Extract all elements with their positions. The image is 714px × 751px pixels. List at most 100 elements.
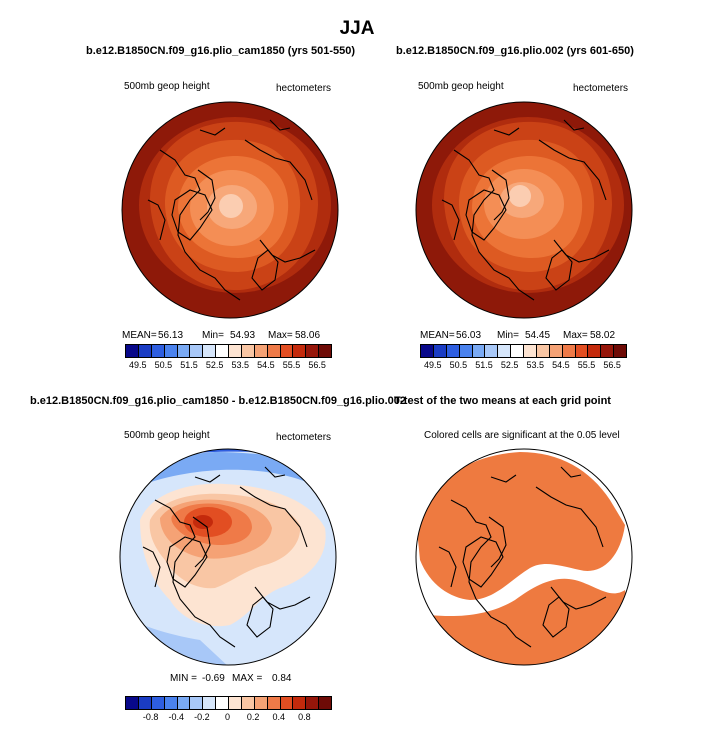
colorbar-swatch bbox=[215, 345, 228, 357]
bottom-right-scandinavia bbox=[542, 596, 570, 638]
top-right-colorbar-ticks: 49.5 50.5 51.5 52.5 53.5 54.5 55.5 56.5 bbox=[420, 360, 625, 372]
colorbar-tick-label: 50.5 bbox=[449, 360, 468, 370]
colorbar-swatch bbox=[253, 345, 267, 357]
colorbar-swatch bbox=[318, 345, 331, 357]
colorbar-tick-label: 49.5 bbox=[129, 360, 147, 370]
bottom-left-warm-3 bbox=[160, 499, 272, 559]
colorbar-tick-label: 53.5 bbox=[526, 360, 545, 370]
top-left-band-2 bbox=[139, 117, 331, 293]
colorbar-tick-label: 50.5 bbox=[154, 360, 173, 370]
top-right-scandinavia bbox=[545, 249, 573, 291]
top-left-mean-value: 56.13 bbox=[158, 330, 184, 341]
colorbar-tick-label: 56.5 bbox=[603, 360, 621, 370]
colorbar-swatch bbox=[202, 697, 216, 709]
colorbar-swatch bbox=[137, 697, 151, 709]
colorbar-swatch bbox=[292, 345, 306, 357]
top-right-band-outer bbox=[416, 102, 632, 318]
top-left-band-outer bbox=[122, 102, 338, 318]
top-right-max-value: 58.02 bbox=[590, 330, 616, 341]
colorbar-swatch bbox=[535, 345, 549, 357]
colorbar-swatch bbox=[189, 345, 203, 357]
bottom-left-coastline bbox=[142, 466, 311, 648]
colorbar-swatch bbox=[150, 345, 164, 357]
colorbar-swatch bbox=[587, 345, 601, 357]
colorbar-swatch bbox=[163, 697, 177, 709]
colorbar-swatch bbox=[176, 345, 190, 357]
bottom-left-blue-bottom bbox=[120, 600, 230, 665]
colorbar-tick-label: 51.5 bbox=[180, 360, 198, 370]
colorbar-swatch bbox=[600, 345, 614, 357]
bottom-left-min-label: MIN = bbox=[170, 673, 197, 684]
colorbar-swatch bbox=[484, 345, 498, 357]
bottom-left-greenland bbox=[166, 536, 208, 588]
colorbar-swatch bbox=[240, 345, 254, 357]
top-right-band-5 bbox=[472, 155, 583, 258]
top-left-min-value: 54.93 bbox=[230, 330, 256, 341]
top-left-units-label: hectometers bbox=[276, 83, 332, 94]
top-left-band-7 bbox=[207, 185, 257, 229]
figure-title: JJA bbox=[339, 18, 375, 39]
bottom-right-coastline bbox=[438, 466, 607, 648]
colorbar-tick-label: -0.8 bbox=[142, 712, 159, 722]
colorbar-tick-label: 0 bbox=[224, 712, 231, 722]
colorbar-swatch bbox=[228, 345, 241, 357]
bottom-right-panel-title: T-test of the two means at each grid poi… bbox=[394, 395, 611, 407]
bottom-left-warm-5 bbox=[184, 507, 232, 537]
top-right-min-label: Min= bbox=[497, 330, 519, 341]
colorbar-swatch bbox=[471, 345, 485, 357]
top-left-panel-title: b.e12.B1850CN.f09_g16.plio_cam1850 (yrs … bbox=[86, 45, 356, 57]
bottom-right-greenland bbox=[462, 536, 504, 588]
top-left-band-3 bbox=[150, 121, 318, 291]
colorbar-tick-label: 49.5 bbox=[424, 360, 442, 370]
bottom-left-min-value: -0.69 bbox=[202, 673, 225, 684]
bottom-left-blue-mid bbox=[120, 452, 336, 500]
bottom-left-colorbar-ticks: -0.8 -0.4 -0.2 0 0.2 0.4 0.8 bbox=[125, 712, 330, 724]
top-right-mean-label: MEAN= bbox=[420, 330, 455, 341]
bottom-left-warm-4 bbox=[171, 503, 252, 545]
colorbar-swatch bbox=[150, 697, 164, 709]
colorbar-swatch bbox=[240, 697, 254, 709]
colorbar-tick-label: 0.8 bbox=[298, 712, 311, 722]
colorbar-swatch bbox=[215, 697, 228, 709]
colorbar-tick-label: 55.5 bbox=[282, 360, 301, 370]
top-right-panel-title: b.e12.B1850CN.f09_g16.plio.002 (yrs 601-… bbox=[396, 45, 634, 57]
colorbar-tick-label: 54.5 bbox=[257, 360, 275, 370]
colorbar-swatch bbox=[305, 697, 319, 709]
colorbar-swatch bbox=[126, 697, 138, 709]
colorbar-swatch bbox=[163, 345, 177, 357]
top-right-coastline bbox=[441, 119, 610, 301]
colorbar-tick-label: -0.2 bbox=[194, 712, 210, 722]
colorbar-swatch bbox=[613, 345, 626, 357]
top-right-band-2 bbox=[432, 117, 624, 293]
colorbar-tick-label: 56.5 bbox=[308, 360, 326, 370]
top-left-band-6 bbox=[190, 170, 274, 246]
bottom-left-colorbar bbox=[125, 696, 332, 710]
colorbar-tick-label: 52.5 bbox=[500, 360, 519, 370]
bottom-left-panel-title: b.e12.B1850CN.f09_g16.plio_cam1850 - b.e… bbox=[30, 395, 407, 407]
bottom-right-significant-lower bbox=[416, 578, 632, 665]
colorbar-swatch bbox=[253, 697, 267, 709]
top-right-band-7 bbox=[500, 182, 544, 218]
bottom-left-units-label: hectometers bbox=[276, 432, 332, 443]
colorbar-swatch bbox=[497, 345, 511, 357]
colorbar-swatch bbox=[421, 345, 433, 357]
colorbar-swatch bbox=[176, 697, 190, 709]
top-right-core bbox=[509, 185, 531, 207]
colorbar-swatch bbox=[510, 345, 523, 357]
colorbar-swatch bbox=[432, 345, 446, 357]
top-right-max-label: Max= bbox=[563, 330, 588, 341]
colorbar-tick-label: 53.5 bbox=[231, 360, 250, 370]
colorbar-swatch bbox=[126, 345, 138, 357]
top-left-band-4 bbox=[165, 139, 301, 272]
colorbar-swatch bbox=[458, 345, 472, 357]
colorbar-tick-label: 0.2 bbox=[246, 712, 260, 722]
colorbar-swatch bbox=[548, 345, 562, 357]
colorbar-swatch bbox=[292, 697, 306, 709]
colorbar-swatch bbox=[228, 697, 241, 709]
colorbar-swatch bbox=[561, 345, 575, 357]
bottom-left-warm-2 bbox=[149, 493, 301, 589]
colorbar-swatch bbox=[266, 697, 280, 709]
